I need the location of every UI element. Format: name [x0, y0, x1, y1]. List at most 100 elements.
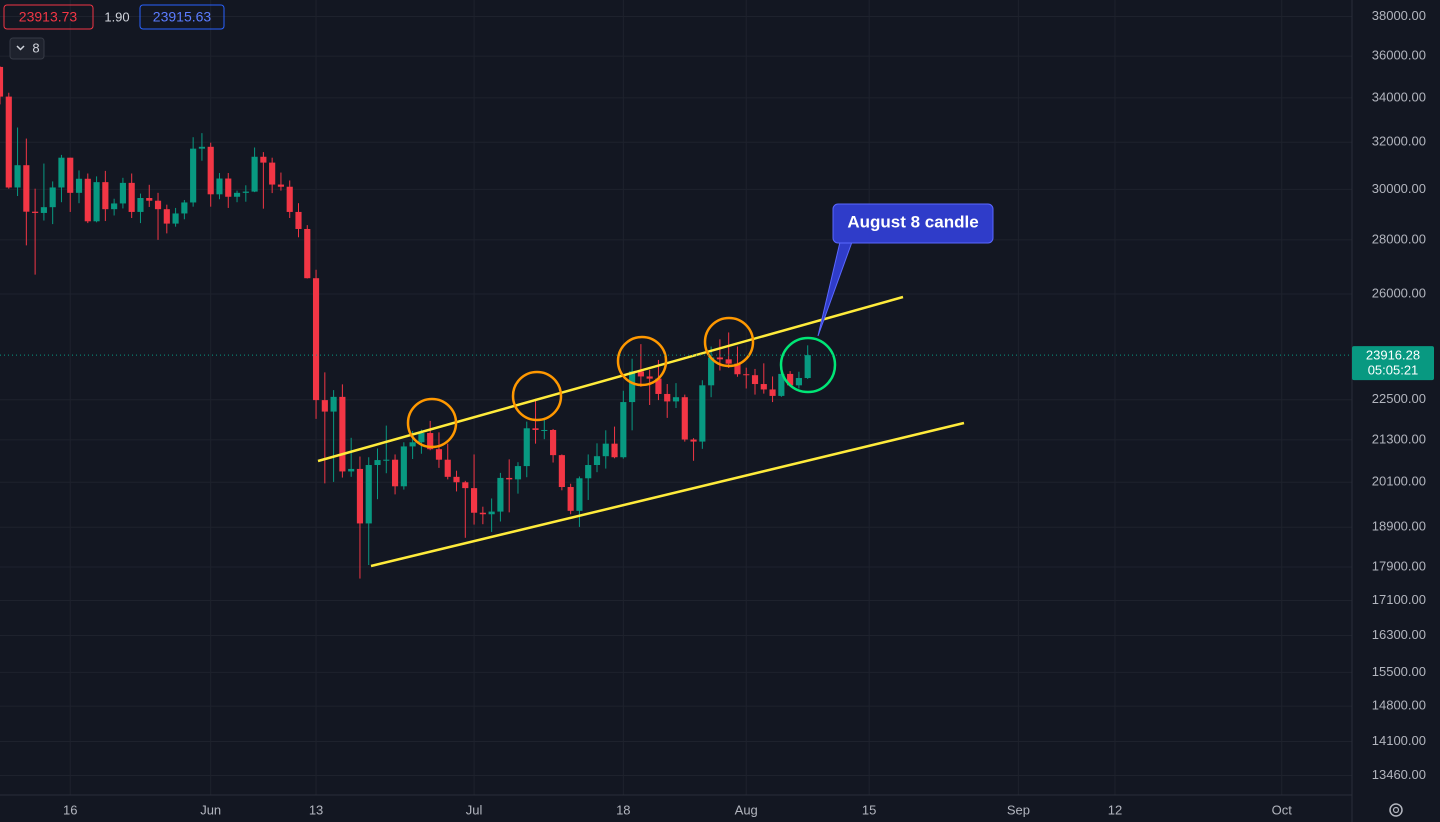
- candle-body: [602, 443, 609, 457]
- callout-text: August 8 candle: [847, 212, 978, 231]
- x-tick-label: Jul: [466, 802, 483, 817]
- gear-hub: [1392, 806, 1400, 814]
- candle-body: [418, 433, 425, 443]
- y-tick-label: 15500.00: [1372, 664, 1426, 679]
- candle-body: [356, 468, 364, 524]
- candle-body: [699, 385, 706, 442]
- y-tick-label: 14100.00: [1372, 733, 1426, 748]
- candle-body: [523, 428, 530, 467]
- y-tick-label: 18900.00: [1372, 519, 1426, 534]
- y-tick-label: 21300.00: [1372, 431, 1426, 446]
- x-tick-label: 16: [63, 802, 77, 817]
- candle-body: [190, 148, 197, 203]
- candle-body: [672, 397, 680, 402]
- candle-body: [532, 428, 539, 430]
- candle-body: [620, 402, 627, 458]
- spread: 1.90: [104, 9, 129, 24]
- collapse-button[interactable]: [9, 37, 45, 60]
- y-tick-label: 38000.00: [1372, 8, 1426, 23]
- candle-body: [611, 443, 618, 458]
- candle-body: [462, 482, 469, 489]
- ask-price: 23915.63: [153, 9, 212, 25]
- candle-body: [383, 459, 390, 461]
- candle-body: [646, 376, 653, 379]
- candle-body: [664, 393, 671, 402]
- candle-body: [84, 178, 91, 222]
- candle-body: [242, 191, 249, 193]
- candle-body: [146, 197, 153, 201]
- candle-body: [374, 460, 381, 466]
- candle-body: [734, 363, 741, 375]
- candle-body: [93, 182, 100, 222]
- candle-body: [751, 375, 759, 385]
- candle-body: [49, 187, 56, 208]
- y-tick-label: 22500.00: [1372, 391, 1426, 406]
- candle-body: [541, 429, 548, 431]
- candle-body: [128, 182, 135, 212]
- candle-body: [488, 511, 495, 515]
- bid-price: 23913.73: [19, 9, 78, 25]
- candle-body: [269, 162, 276, 185]
- x-tick-label: Oct: [1272, 802, 1293, 817]
- y-tick-label: 20100.00: [1372, 474, 1426, 489]
- y-tick-label: 26000.00: [1372, 285, 1426, 300]
- candle-body: [286, 186, 293, 212]
- candle-body: [725, 359, 732, 364]
- candle-body: [312, 278, 320, 401]
- candle-body: [804, 355, 811, 379]
- x-tick-label: Aug: [735, 802, 758, 817]
- y-tick-label: 13460.00: [1372, 767, 1426, 782]
- candle-body: [585, 465, 592, 479]
- candle-body: [690, 439, 697, 442]
- candle-body: [216, 178, 223, 195]
- candle-body: [181, 202, 188, 214]
- y-tick-label: 16300.00: [1372, 627, 1426, 642]
- candle-body: [0, 66, 4, 97]
- highlight-circle: [703, 316, 755, 368]
- candle-body: [260, 156, 267, 163]
- x-tick-label: Jun: [200, 802, 221, 817]
- candle-body: [233, 192, 241, 197]
- grid: [0, 0, 1352, 795]
- highlight-circle: [779, 336, 837, 394]
- upper-trendline: [317, 295, 904, 463]
- candle-body: [708, 357, 715, 386]
- candle-body: [23, 165, 30, 212]
- last-price-box: [1352, 346, 1434, 381]
- candle-body: [40, 207, 47, 213]
- candle-body: [427, 433, 434, 450]
- gear: [1389, 803, 1403, 817]
- candle-body: [769, 389, 776, 396]
- candle-body: [576, 478, 583, 511]
- candle-body: [119, 182, 126, 204]
- candle-body: [198, 146, 205, 149]
- highlight-circle: [616, 335, 668, 387]
- ask-box: [139, 4, 225, 30]
- candle-body: [111, 203, 118, 210]
- y-tick-label: 17100.00: [1372, 592, 1426, 607]
- candle-body: [453, 476, 460, 483]
- lower-trendline: [370, 421, 965, 568]
- candle-body: [102, 182, 109, 210]
- candle-body: [593, 456, 601, 466]
- candle-body: [506, 477, 513, 480]
- y-tick-label: 30000.00: [1372, 181, 1426, 196]
- y-tick-label: 14800.00: [1372, 698, 1426, 713]
- candle-body: [629, 371, 636, 403]
- settings-icon[interactable]: [1389, 803, 1403, 817]
- candle-body: [637, 371, 644, 377]
- candle-body: [154, 200, 162, 210]
- y-tick-label: 34000.00: [1372, 89, 1426, 104]
- candle-body: [365, 465, 372, 524]
- x-tick-label: Sep: [1007, 802, 1030, 817]
- candle-body: [760, 384, 767, 390]
- bid-box: [3, 4, 94, 30]
- candle-body: [479, 512, 486, 515]
- candle-body: [514, 466, 522, 480]
- candle-body: [655, 378, 662, 394]
- candle-body: [787, 373, 794, 386]
- x-tick-label: 15: [862, 802, 876, 817]
- candle-body: [225, 178, 232, 197]
